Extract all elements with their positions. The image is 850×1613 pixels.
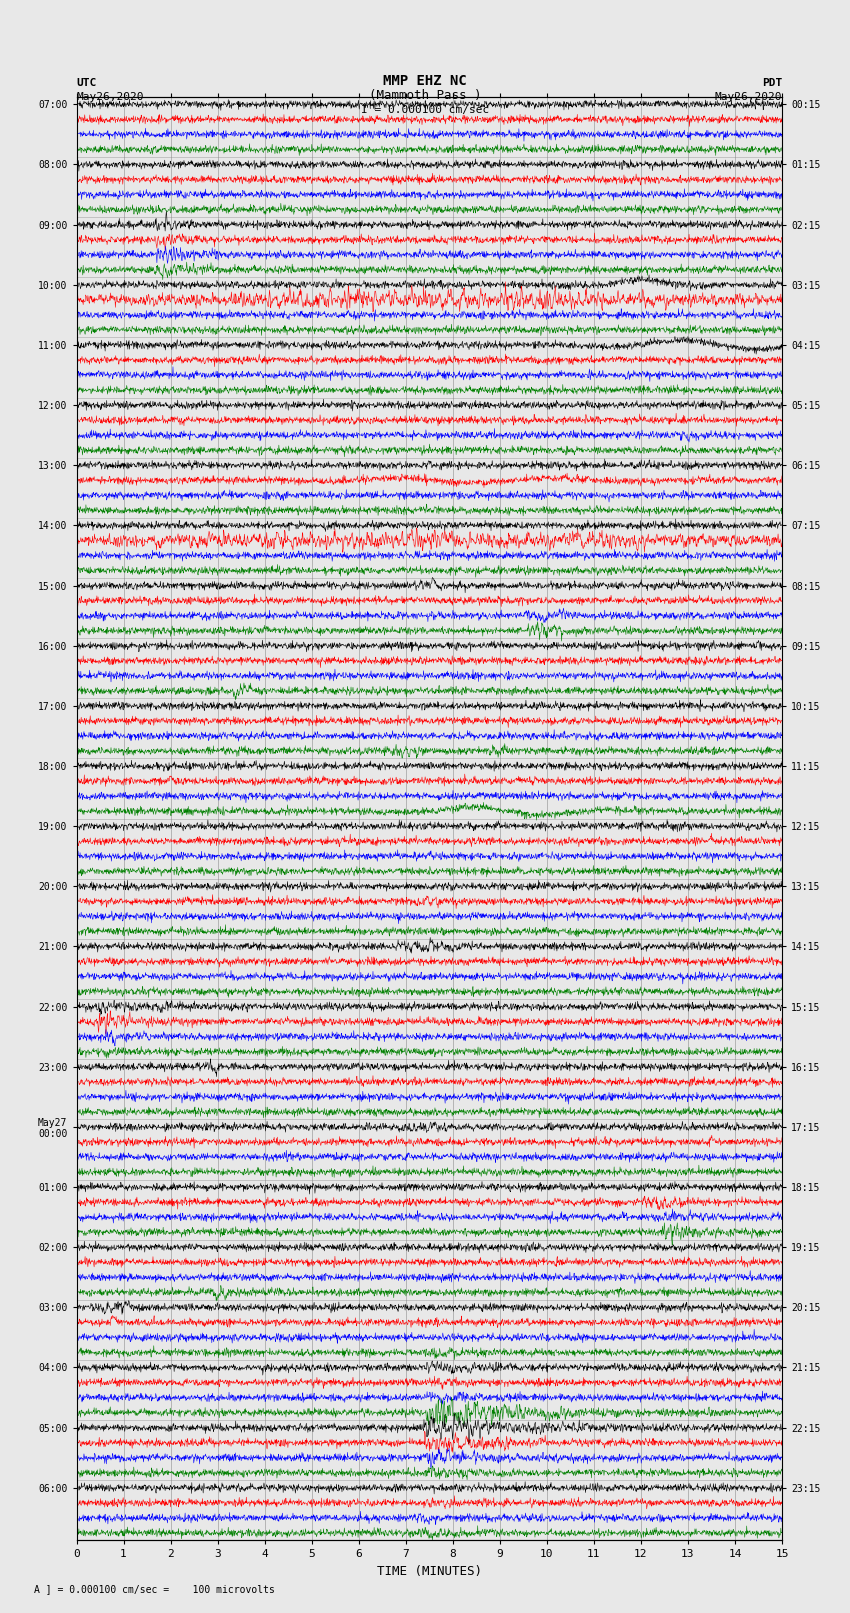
Text: May26,2020: May26,2020 [76, 92, 144, 102]
Text: MMP EHZ NC: MMP EHZ NC [383, 74, 467, 87]
Text: PDT: PDT [762, 77, 782, 87]
Text: (Mammoth Pass ): (Mammoth Pass ) [369, 89, 481, 102]
Text: UTC: UTC [76, 77, 97, 87]
Text: May26,2020: May26,2020 [715, 92, 782, 102]
X-axis label: TIME (MINUTES): TIME (MINUTES) [377, 1565, 482, 1578]
Text: I = 0.000100 cm/sec: I = 0.000100 cm/sec [361, 105, 489, 115]
Text: A ] = 0.000100 cm/sec =    100 microvolts: A ] = 0.000100 cm/sec = 100 microvolts [34, 1584, 275, 1594]
